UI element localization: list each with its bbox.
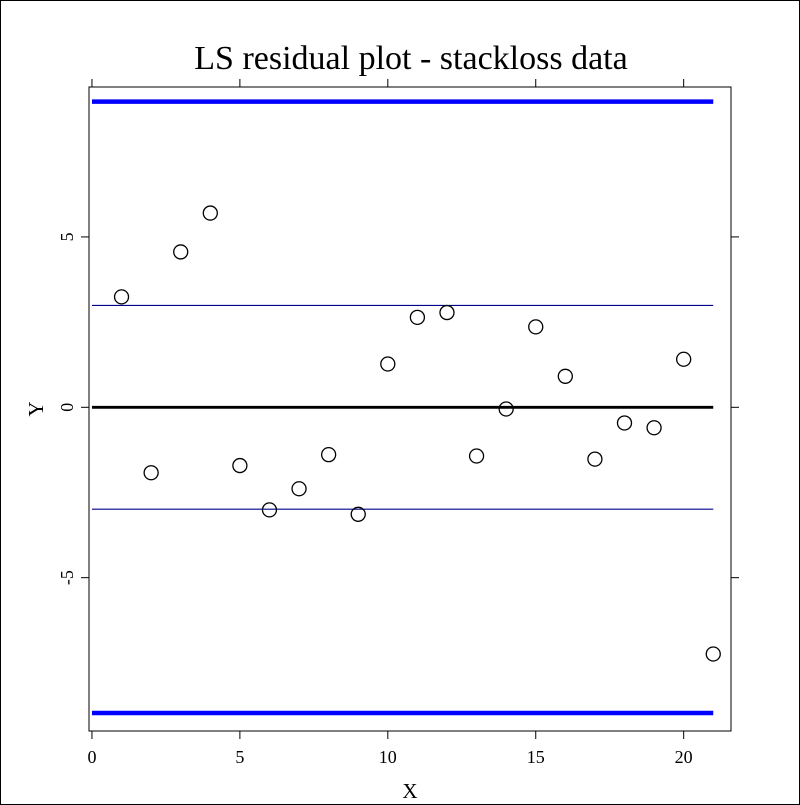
y-tick-label: -5 bbox=[57, 570, 77, 585]
plot-area-border bbox=[88, 86, 732, 732]
x-tick-label: 10 bbox=[379, 747, 397, 767]
data-point bbox=[202, 205, 218, 221]
data-point bbox=[232, 457, 248, 474]
x-axis-ticks: 0 5 10 15 20 bbox=[87, 79, 693, 767]
data-point bbox=[439, 304, 455, 321]
data-point bbox=[557, 368, 573, 384]
x-tick-label: 20 bbox=[675, 747, 693, 767]
data-point bbox=[409, 309, 426, 325]
chart-title: LS residual plot - stackloss data bbox=[194, 40, 627, 77]
y-axis-ticks: -5 0 5 bbox=[57, 232, 739, 585]
data-point bbox=[320, 447, 337, 463]
reference-lines bbox=[91, 99, 714, 716]
data-point bbox=[143, 465, 159, 481]
data-points bbox=[113, 205, 721, 662]
x-axis-label: X bbox=[402, 779, 417, 803]
data-point bbox=[350, 506, 366, 522]
data-point bbox=[380, 356, 396, 372]
data-point bbox=[291, 481, 307, 497]
data-point bbox=[646, 420, 662, 436]
data-point bbox=[616, 415, 633, 431]
y-axis-label: Y bbox=[24, 401, 48, 416]
data-point bbox=[587, 451, 603, 467]
data-point bbox=[676, 351, 692, 367]
data-point bbox=[468, 448, 485, 464]
x-tick-label: 15 bbox=[527, 747, 545, 767]
data-point bbox=[705, 646, 721, 662]
data-point bbox=[528, 319, 544, 335]
data-point bbox=[261, 502, 278, 518]
x-tick-label: 0 bbox=[87, 747, 96, 767]
y-tick-label: 5 bbox=[57, 232, 77, 241]
data-point bbox=[498, 401, 514, 417]
y-tick-label: 0 bbox=[57, 403, 77, 412]
data-point bbox=[173, 244, 189, 260]
x-tick-label: 5 bbox=[235, 747, 244, 767]
data-point bbox=[113, 289, 130, 305]
